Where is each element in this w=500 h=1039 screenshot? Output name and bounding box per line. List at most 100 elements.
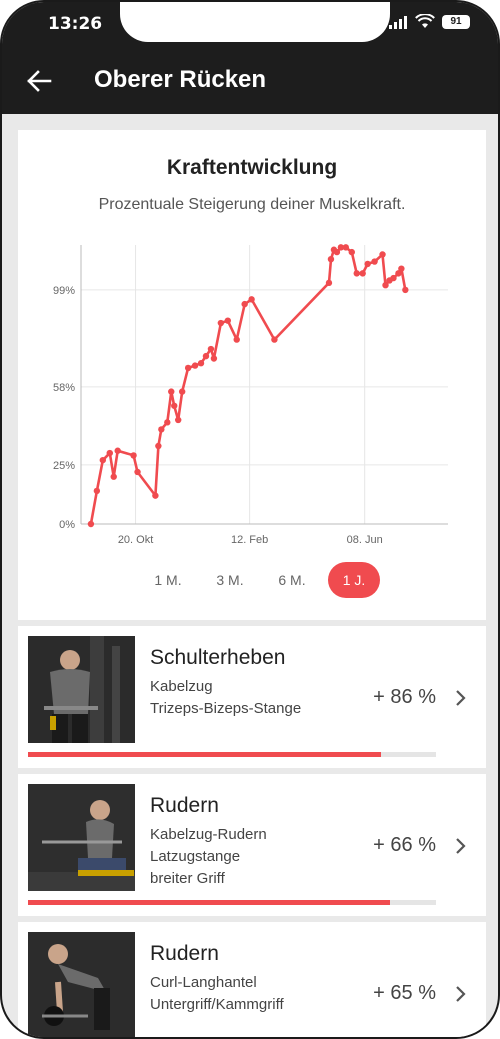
data-point <box>178 388 186 395</box>
exercise-progress-fill <box>28 752 381 757</box>
data-point <box>333 248 341 256</box>
data-point <box>327 255 335 263</box>
data-point <box>342 244 350 251</box>
back-arrow-icon[interactable] <box>24 66 54 96</box>
exercise-percent: + 66 % <box>373 834 436 856</box>
data-point <box>87 520 95 528</box>
exercise-thumbnail <box>28 636 135 743</box>
data-point <box>152 492 159 499</box>
status-icons: 91 <box>388 14 470 29</box>
data-point <box>134 468 141 476</box>
exercise-photo-cable-row <box>28 784 135 891</box>
chevron-right-icon[interactable] <box>454 688 468 708</box>
data-point <box>114 447 121 454</box>
data-point <box>93 487 101 495</box>
data-point <box>158 426 165 433</box>
exercise-name: Rudern <box>150 794 219 817</box>
series-line <box>89 246 407 525</box>
battery-icon: 91 <box>442 14 470 29</box>
x-tick-label: 20. Okt <box>118 534 153 546</box>
exercise-name: Schulterheben <box>150 646 286 669</box>
data-point <box>202 352 210 360</box>
exercise-thumbnail <box>28 932 135 1037</box>
data-point <box>210 355 218 362</box>
exercise-card-rudern-kabelzug[interactable]: Rudern Kabelzug-Rudern Latzugstange brei… <box>18 774 486 916</box>
time-range-tabs: 1 M. 3 M. 6 M. 1 J. <box>142 562 380 598</box>
signal-icon <box>389 15 407 29</box>
data-point <box>359 270 366 277</box>
exercise-thumbnail <box>28 784 135 891</box>
range-tab-1[interactable]: 3 M. <box>216 572 244 588</box>
data-point <box>348 248 355 256</box>
exercise-progress-fill <box>28 900 390 905</box>
data-point <box>217 319 225 327</box>
data-point <box>184 364 192 372</box>
data-point <box>130 452 137 459</box>
data-point <box>371 258 378 265</box>
data-point <box>390 274 397 282</box>
data-point <box>248 296 255 303</box>
data-point <box>224 317 231 324</box>
data-point <box>155 442 162 450</box>
y-tick-label: 99% <box>53 285 75 297</box>
data-point <box>106 449 113 457</box>
data-point <box>168 388 175 395</box>
data-point <box>175 416 182 424</box>
exercise-card-schulterheben[interactable]: Schulterheben Kabelzug Trizeps-Bizeps-St… <box>18 626 486 768</box>
chart-subtitle: Prozentuale Steigerung deiner Muskelkraf… <box>98 196 406 213</box>
strength-line-chart: 0% 25% 58% 99% 20. Okt 12. Feb 08. Jun <box>53 244 448 546</box>
data-point <box>271 336 278 343</box>
exercise-detail-1: Kabelzug-Rudern <box>150 826 267 843</box>
notch <box>120 2 390 42</box>
data-point <box>197 360 205 367</box>
exercise-detail-1: Curl-Langhantel <box>150 974 257 991</box>
range-tab-2[interactable]: 6 M. <box>278 572 306 588</box>
data-point <box>99 456 107 464</box>
data-point <box>233 336 240 343</box>
y-tick-label: 0% <box>59 519 75 531</box>
exercise-photo-shrug <box>28 636 135 743</box>
data-point <box>164 419 171 426</box>
data-point <box>364 260 371 268</box>
app-bar: Oberer Rücken <box>2 46 498 114</box>
exercise-name: Rudern <box>150 942 219 965</box>
status-bar: 13:26 91 <box>2 2 498 46</box>
exercise-detail-3: breiter Griff <box>150 870 225 887</box>
exercise-percent: + 65 % <box>373 982 436 1004</box>
y-tick-label: 58% <box>53 382 75 394</box>
range-tab-0[interactable]: 1 M. <box>154 572 182 588</box>
exercise-detail-2: Untergriff/Kammgriff <box>150 996 284 1013</box>
data-point <box>171 402 178 409</box>
exercise-card-rudern-langhantel[interactable]: Rudern Curl-Langhantel Untergriff/Kammgr… <box>18 922 486 1037</box>
exercise-photo-barbell-row <box>28 932 135 1037</box>
data-point <box>110 473 117 480</box>
exercise-percent: + 86 % <box>373 686 436 708</box>
data-point <box>382 281 389 289</box>
chevron-right-icon[interactable] <box>454 836 468 856</box>
exercise-detail-1: Kabelzug <box>150 678 213 695</box>
page-title: Oberer Rücken <box>94 66 267 93</box>
exercise-detail-2: Trizeps-Bizeps-Stange <box>150 700 302 717</box>
range-tab-3[interactable]: 1 J. <box>328 562 380 598</box>
y-tick-label: 25% <box>53 460 75 472</box>
data-point <box>325 279 333 287</box>
chevron-right-icon[interactable] <box>454 984 468 1004</box>
data-point <box>337 244 345 251</box>
data-point <box>402 286 409 294</box>
exercise-detail-2: Latzugstange <box>150 848 241 865</box>
exercise-progress-track <box>28 900 436 905</box>
x-tick-label: 08. Jun <box>347 534 383 546</box>
strength-chart-card: Kraftentwicklung Prozentuale Steigerung … <box>18 130 486 620</box>
chart-title: Kraftentwicklung <box>166 156 338 179</box>
data-point <box>191 362 199 369</box>
wifi-icon <box>415 14 435 28</box>
exercise-progress-track <box>28 752 436 757</box>
data-point <box>353 270 360 277</box>
data-point <box>207 345 215 353</box>
status-time: 13:26 <box>48 14 103 34</box>
x-tick-label: 12. Feb <box>231 534 268 546</box>
data-point <box>398 265 405 272</box>
data-point <box>379 251 386 258</box>
data-point <box>241 300 248 308</box>
